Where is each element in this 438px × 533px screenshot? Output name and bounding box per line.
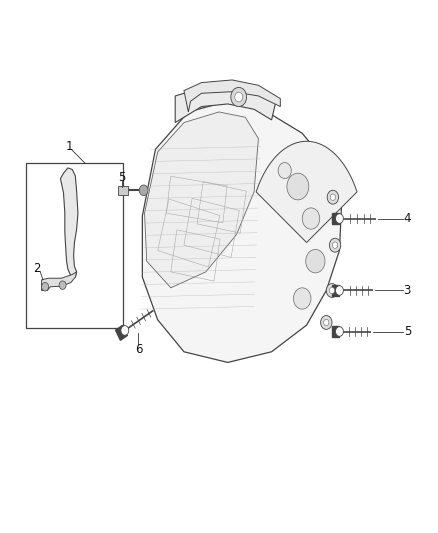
Polygon shape [256, 141, 357, 243]
Circle shape [302, 208, 320, 229]
Circle shape [231, 87, 247, 107]
Text: 6: 6 [134, 343, 142, 356]
Polygon shape [332, 326, 339, 337]
Circle shape [327, 190, 339, 204]
Circle shape [321, 316, 332, 329]
Circle shape [336, 327, 343, 336]
Circle shape [121, 326, 129, 335]
Circle shape [332, 242, 338, 248]
Circle shape [278, 163, 291, 179]
Text: 3: 3 [404, 284, 411, 297]
Circle shape [139, 185, 148, 196]
Polygon shape [175, 85, 276, 123]
Polygon shape [42, 272, 77, 290]
Text: 1: 1 [65, 140, 73, 153]
Circle shape [336, 214, 343, 223]
Polygon shape [145, 112, 258, 288]
Polygon shape [332, 285, 339, 296]
Circle shape [326, 284, 338, 297]
Circle shape [329, 238, 341, 252]
Circle shape [293, 288, 311, 309]
Circle shape [59, 281, 66, 289]
Polygon shape [116, 325, 127, 341]
Circle shape [306, 249, 325, 273]
Text: 2: 2 [33, 262, 41, 275]
Circle shape [42, 282, 49, 291]
Circle shape [329, 287, 335, 294]
Circle shape [324, 319, 329, 326]
Circle shape [287, 173, 309, 200]
FancyBboxPatch shape [26, 163, 123, 328]
Polygon shape [184, 80, 280, 112]
Circle shape [330, 194, 336, 200]
Polygon shape [332, 213, 339, 224]
Text: 4: 4 [403, 212, 411, 225]
Text: 5: 5 [404, 325, 411, 338]
FancyBboxPatch shape [118, 186, 128, 195]
Circle shape [235, 92, 243, 102]
Polygon shape [60, 168, 78, 277]
Polygon shape [142, 101, 342, 362]
Circle shape [336, 286, 343, 295]
Text: 5: 5 [118, 171, 125, 184]
